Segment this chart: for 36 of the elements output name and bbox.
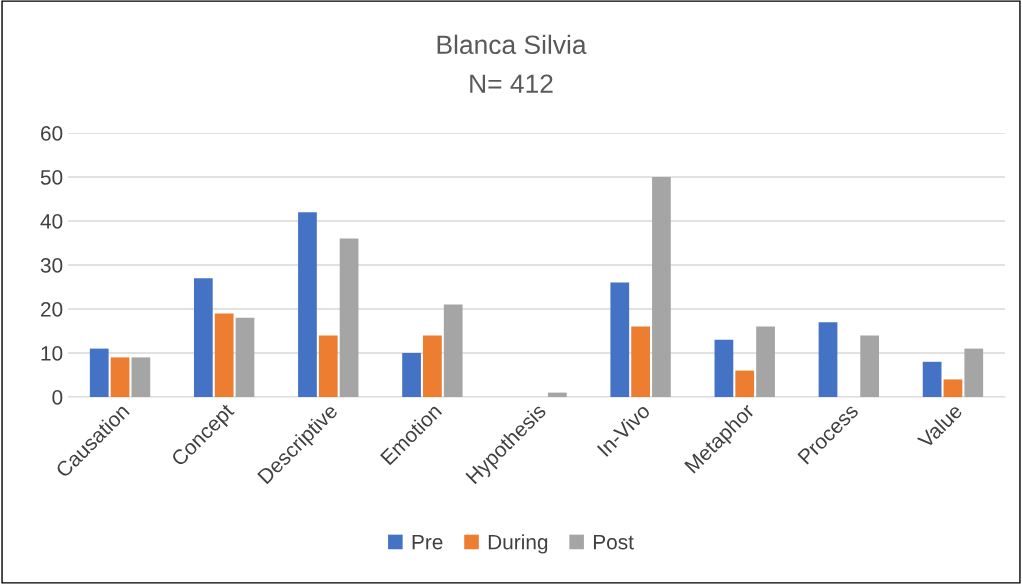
bar — [214, 313, 234, 397]
y-tick-label: 0 — [52, 390, 63, 405]
bar — [735, 370, 755, 397]
bar — [860, 335, 880, 397]
y-tick-label: 30 — [40, 258, 63, 273]
bar — [631, 326, 650, 397]
y-tick-label: 40 — [40, 214, 63, 229]
bar — [298, 212, 317, 397]
y-tick-label: 60 — [41, 126, 63, 141]
bar — [318, 335, 338, 397]
y-tick-label: 10 — [41, 346, 63, 361]
bar — [818, 322, 838, 397]
y-tick-label: 50 — [40, 170, 63, 185]
bar — [714, 339, 734, 397]
bar — [652, 177, 671, 397]
bar — [193, 278, 213, 397]
bar — [339, 238, 359, 397]
bar — [943, 379, 963, 397]
chart-title: Blanca Silvia — [437, 34, 587, 55]
bar — [443, 304, 463, 397]
bar — [402, 353, 421, 397]
bar — [423, 335, 442, 397]
y-tick-label: 20 — [41, 302, 63, 317]
bar — [922, 361, 942, 397]
legend-label: Pre — [412, 534, 443, 550]
legend-label: Post — [593, 534, 634, 550]
bar — [131, 357, 151, 397]
bar — [89, 348, 109, 397]
chart-subtitle: N= 412 — [470, 74, 553, 93]
bar — [756, 326, 775, 397]
legend-label: During — [488, 534, 548, 554]
bar — [235, 317, 255, 397]
bar — [110, 357, 130, 397]
bar — [964, 348, 984, 397]
bar — [547, 392, 567, 397]
bar — [610, 282, 630, 397]
